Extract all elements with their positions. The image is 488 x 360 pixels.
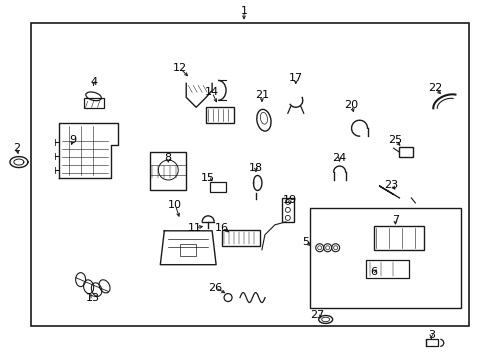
Text: 14: 14 — [204, 87, 219, 97]
Bar — [281, 198, 293, 222]
Text: 20: 20 — [344, 100, 358, 110]
Text: 10: 10 — [168, 200, 182, 210]
Text: 1: 1 — [240, 6, 247, 15]
Text: 16: 16 — [215, 223, 228, 233]
Text: 21: 21 — [254, 90, 268, 100]
Text: 27: 27 — [310, 310, 324, 320]
Text: 9: 9 — [69, 135, 76, 145]
Text: 18: 18 — [248, 163, 263, 173]
Bar — [206, 107, 234, 123]
Bar — [222, 230, 260, 246]
Bar — [309, 208, 460, 307]
Bar — [150, 152, 186, 190]
Bar — [399, 147, 412, 157]
Text: 22: 22 — [427, 84, 442, 93]
Bar — [180, 244, 196, 256]
Bar — [83, 98, 103, 108]
Bar — [365, 260, 408, 278]
Bar — [210, 182, 225, 192]
Text: 2: 2 — [13, 143, 20, 153]
Text: 13: 13 — [85, 293, 100, 302]
Text: 17: 17 — [288, 73, 302, 84]
Bar — [426, 339, 437, 346]
Text: 5: 5 — [302, 237, 308, 247]
Text: 26: 26 — [207, 283, 222, 293]
Text: 3: 3 — [427, 330, 434, 341]
Text: 15: 15 — [201, 173, 215, 183]
Text: 4: 4 — [90, 77, 97, 87]
Text: 6: 6 — [369, 267, 376, 276]
Text: 24: 24 — [332, 153, 346, 163]
Text: 19: 19 — [282, 195, 296, 205]
Text: 11: 11 — [188, 223, 202, 233]
Text: 12: 12 — [173, 63, 187, 73]
Bar — [374, 226, 424, 250]
Text: 23: 23 — [384, 180, 398, 190]
Text: 25: 25 — [387, 135, 402, 145]
Bar — [31, 23, 468, 327]
Text: 8: 8 — [164, 153, 171, 163]
Text: 7: 7 — [391, 215, 398, 225]
